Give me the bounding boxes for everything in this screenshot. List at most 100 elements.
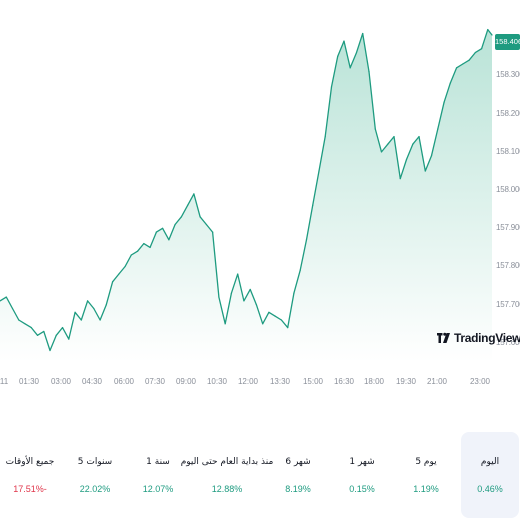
data-point — [105, 304, 107, 306]
tradingview-logo-text: TradingView — [454, 331, 520, 345]
performance-label: 6 شهر — [285, 457, 311, 467]
performance-period-6[interactable]: 5 سنوات 22.02% — [66, 432, 124, 518]
data-point — [318, 170, 320, 172]
data-point — [330, 86, 333, 88]
x-tick-label: 06:00 — [113, 377, 135, 386]
y-tick-label: 157.900 — [496, 223, 520, 233]
x-tick-label: 23:00 — [469, 377, 491, 386]
performance-period-1[interactable]: 5 يوم 1.19% — [397, 432, 455, 518]
data-point — [280, 319, 283, 321]
data-point — [205, 223, 207, 226]
data-point — [343, 40, 345, 42]
data-point — [262, 323, 264, 325]
data-point — [11, 307, 14, 310]
data-point — [80, 319, 82, 321]
data-point — [349, 67, 351, 69]
data-point — [491, 34, 493, 36]
data-point — [111, 281, 114, 283]
y-tick-label: 158.200 — [496, 108, 520, 118]
data-point — [212, 231, 214, 233]
y-tick-label: 158.300 — [496, 70, 520, 80]
data-point — [243, 300, 245, 302]
performance-period-5[interactable]: 1 سنة 12.07% — [129, 432, 187, 518]
x-tick-label: 04:30 — [81, 377, 103, 386]
data-point — [474, 51, 476, 54]
data-point — [74, 311, 76, 313]
data-point — [312, 204, 314, 206]
data-point — [5, 296, 7, 298]
data-point — [462, 63, 464, 65]
data-point — [224, 323, 226, 325]
data-point — [387, 143, 389, 145]
performance-period-0[interactable]: اليوم 0.46% — [461, 432, 519, 518]
data-point — [468, 59, 470, 61]
performance-label: اليوم — [480, 457, 500, 467]
data-point — [337, 55, 339, 57]
x-tick-label: 13:30 — [269, 377, 291, 386]
performance-value: 8.19% — [285, 484, 311, 494]
y-tick-label: 157.800 — [496, 261, 520, 271]
x-tick-label: 11 — [0, 377, 9, 386]
data-point — [487, 29, 489, 31]
data-point — [418, 136, 420, 138]
data-point — [412, 143, 414, 145]
x-tick-label: 18:00 — [363, 377, 385, 386]
x-tick-label: 09:00 — [175, 377, 197, 386]
data-point — [168, 239, 170, 241]
performance-period-7[interactable]: جميع الأوقات 17.51%- — [1, 432, 59, 518]
data-point — [293, 292, 295, 294]
performance-value: 22.02% — [79, 484, 111, 494]
data-point — [324, 136, 326, 138]
data-point — [124, 265, 126, 268]
data-point — [30, 327, 32, 329]
performance-value: 0.46% — [477, 484, 503, 494]
data-point — [405, 158, 408, 161]
performance-value: 12.07% — [142, 484, 174, 494]
y-tick-label: 158.100 — [496, 146, 520, 156]
performance-value: 17.51%- — [13, 484, 47, 494]
data-point — [86, 300, 89, 302]
performance-period-3[interactable]: 6 شهر 8.19% — [269, 432, 327, 518]
data-point — [199, 216, 201, 218]
x-tick-label: 19:30 — [395, 377, 417, 386]
data-point — [68, 338, 70, 340]
data-point — [368, 71, 370, 73]
tradingview-logo[interactable]: TradingView — [437, 331, 520, 345]
data-point — [155, 231, 157, 233]
x-tick-label: 10:30 — [206, 377, 228, 386]
data-point — [255, 304, 258, 306]
data-point — [180, 216, 182, 218]
data-point — [274, 315, 276, 317]
data-point — [162, 227, 164, 229]
data-point — [449, 82, 451, 84]
performance-label: 5 يوم — [415, 457, 437, 467]
data-point — [230, 292, 233, 294]
y-tick-label: 157.600 — [496, 337, 520, 347]
x-tick-label: 01:30 — [18, 377, 40, 386]
performance-label: منذ بداية العام حتى اليوم — [180, 457, 274, 467]
price-points — [0, 29, 493, 352]
x-tick-label: 07:30 — [144, 377, 166, 386]
data-point — [430, 155, 433, 157]
tradingview-logo-icon — [437, 332, 450, 343]
performance-period-4[interactable]: منذ بداية العام حتى اليوم 12.88% — [181, 432, 274, 518]
performance-label: 1 شهر — [349, 457, 375, 467]
data-point — [49, 349, 51, 352]
performance-period-2[interactable]: 1 شهر 0.15% — [333, 432, 391, 518]
data-point — [118, 273, 120, 275]
data-point — [130, 254, 132, 256]
x-tick-label: 16:30 — [333, 377, 355, 386]
performance-value: 0.15% — [349, 484, 375, 494]
data-point — [399, 178, 401, 180]
data-point — [187, 204, 189, 206]
data-point — [480, 48, 483, 50]
performance-label: 5 سنوات — [77, 457, 113, 467]
performance-label: جميع الأوقات — [5, 457, 55, 467]
data-point — [193, 193, 195, 195]
data-point — [237, 273, 239, 275]
data-point — [380, 151, 383, 153]
data-point — [249, 288, 251, 291]
data-point — [443, 101, 445, 103]
performance-value: 1.19% — [413, 484, 439, 494]
